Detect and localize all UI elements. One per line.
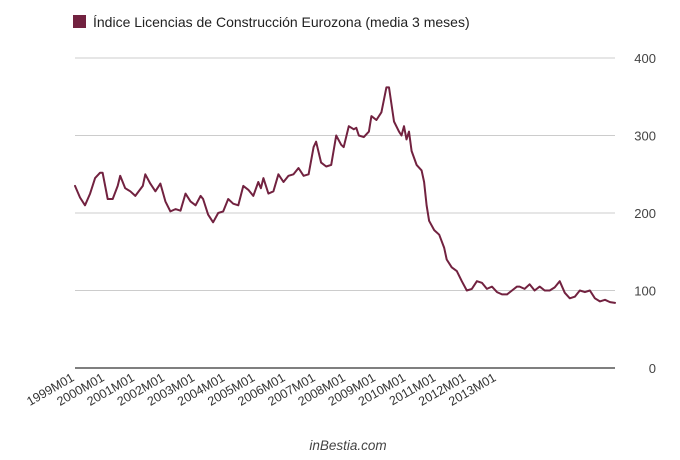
grid	[75, 57, 615, 369]
series-group	[74, 86, 616, 304]
legend-swatch	[73, 15, 86, 28]
y-axis: 0 100 200 300 400	[634, 51, 656, 376]
y-tick-label: 100	[634, 284, 656, 299]
series-line	[74, 86, 616, 304]
y-tick-label: 300	[634, 129, 656, 144]
y-tick-label: 400	[634, 51, 656, 66]
footer-credit: inBestia.com	[309, 438, 386, 453]
legend: Índice Licencias de Construcción Eurozon…	[73, 14, 470, 30]
x-axis: 1999M012000M012001M012002M012003M012004M…	[24, 370, 498, 408]
legend-label: Índice Licencias de Construcción Eurozon…	[93, 14, 470, 30]
y-tick-label: 200	[634, 206, 656, 221]
y-tick-label: 0	[649, 361, 656, 376]
